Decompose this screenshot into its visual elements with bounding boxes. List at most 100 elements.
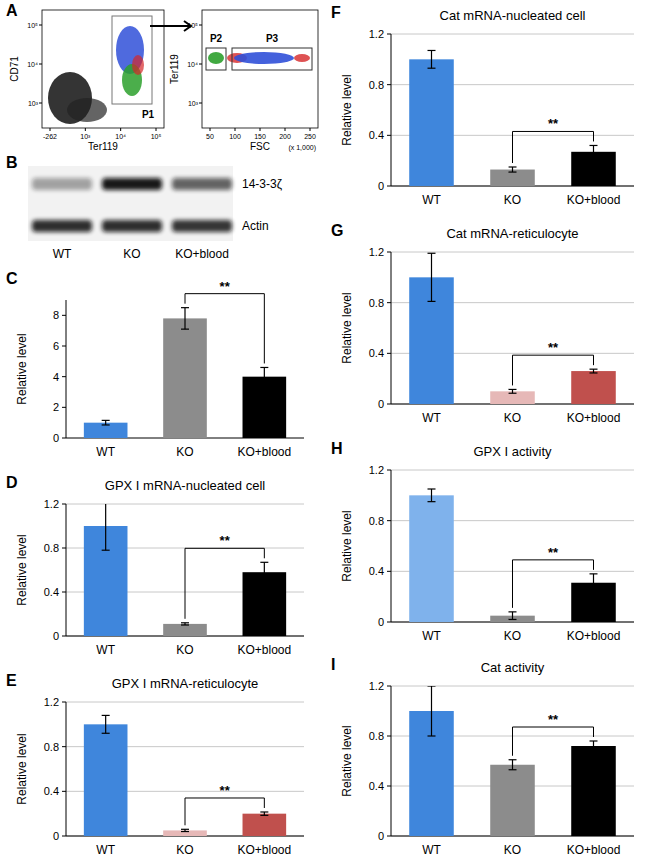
panel-label: E <box>6 672 17 689</box>
y-axis <box>391 686 392 836</box>
axis-label: Relative level <box>15 534 29 605</box>
error-stem <box>431 253 432 301</box>
tick <box>387 252 391 253</box>
tick <box>387 736 391 737</box>
tick-label: 0.8 <box>369 515 384 527</box>
error-bar <box>260 367 268 385</box>
tick-label: 0.8 <box>44 542 59 554</box>
bar <box>243 377 287 438</box>
blot-band <box>102 220 162 232</box>
axis-label: Relative level <box>15 333 29 404</box>
tick-label: 0.4 <box>369 347 384 359</box>
error-cap <box>509 619 517 620</box>
tick <box>62 438 66 439</box>
chart-title: GPX I mRNA-nucleated cell <box>105 478 266 493</box>
panel-label: F <box>331 4 341 21</box>
error-cap <box>181 329 189 330</box>
tick <box>260 128 261 131</box>
error-cap <box>509 759 517 760</box>
y-axis <box>66 702 67 836</box>
axis-unit: (x 1,000) <box>288 144 316 152</box>
error-cap <box>428 488 436 489</box>
error-bar <box>260 812 268 815</box>
tick <box>285 128 286 131</box>
tick <box>85 128 86 131</box>
error-stem <box>593 145 594 158</box>
tick <box>387 622 391 623</box>
tick-label: 200 <box>279 133 291 140</box>
error-bar <box>102 420 110 425</box>
tick-label: 0.8 <box>369 297 384 309</box>
chart-title: Cat mRNA-reticulocyte <box>446 226 578 241</box>
significance-label: ** <box>548 116 559 131</box>
tick-label: 10⁵ <box>151 133 162 140</box>
flow-plot: P2P35010015020025010³10⁴10⁵FSC(x 1,000)T… <box>169 10 318 152</box>
error-stem <box>264 562 265 582</box>
error-cap <box>590 573 598 574</box>
significance-label: ** <box>548 340 559 355</box>
flow-frame <box>42 10 164 128</box>
error-stem <box>264 367 265 385</box>
bar <box>409 59 454 186</box>
tick-label: 250 <box>304 133 316 140</box>
tick-label: 0.4 <box>369 780 384 792</box>
tick <box>387 84 391 85</box>
marks <box>409 50 616 186</box>
error-cap <box>428 735 436 736</box>
tick-label: 0 <box>378 616 384 628</box>
panel-label: C <box>6 270 18 287</box>
category-label: KO <box>504 193 521 207</box>
category-label: KO <box>176 843 193 857</box>
bar-chart: EGPX I mRNA-reticulocyteRelative level00… <box>6 672 304 857</box>
category-label: KO+blood <box>567 843 621 857</box>
error-bar <box>509 167 517 172</box>
bar-chart: GCat mRNA-reticulocyteRelative level00.4… <box>331 222 634 425</box>
tick <box>387 786 391 787</box>
bar <box>163 318 207 438</box>
error-bar <box>509 612 517 620</box>
bar-chart: CRelative level02468WTKOKO+blood** <box>6 270 304 459</box>
error-cap <box>102 715 110 716</box>
tick-label: 0 <box>378 398 384 410</box>
panel-label: I <box>331 656 335 673</box>
error-stem <box>105 715 106 733</box>
error-cap <box>428 501 436 502</box>
grid-line <box>391 252 634 253</box>
tick-label: 6 <box>53 340 59 352</box>
error-cap <box>509 389 517 390</box>
blot-band <box>172 178 232 190</box>
y-axis <box>391 34 392 186</box>
significance-bracket <box>513 355 594 385</box>
tick <box>199 25 202 26</box>
bar <box>163 830 207 836</box>
grid-line <box>391 34 634 35</box>
error-cap <box>590 740 598 741</box>
category-label: WT <box>422 843 441 857</box>
error-stem <box>593 741 594 751</box>
axis-label: CD71 <box>9 56 20 82</box>
tick-label: 100 <box>229 133 241 140</box>
bar <box>243 572 287 636</box>
tick-label: 10³ <box>188 100 199 107</box>
error-cap <box>509 166 517 167</box>
tick-label: 10³ <box>80 133 91 140</box>
category-label: KO+blood <box>567 411 621 425</box>
tick <box>235 128 236 131</box>
tick <box>387 353 391 354</box>
error-cap <box>181 624 189 625</box>
category-label: KO+blood <box>567 193 621 207</box>
significance-bracket <box>513 560 594 608</box>
tick <box>387 404 391 405</box>
error-bar <box>102 715 110 733</box>
tick <box>62 346 66 347</box>
tick-label: 150 <box>254 133 266 140</box>
bar-chart: HGPX I activityRelative level00.40.81.2W… <box>331 440 634 643</box>
error-bar <box>590 741 598 751</box>
error-cap <box>102 733 110 734</box>
tick <box>62 548 66 549</box>
arrow <box>150 21 191 31</box>
error-stem <box>593 574 594 592</box>
panel-label: B <box>6 154 18 171</box>
significance-bracket <box>185 548 264 619</box>
flow-plot: P1-26210³10⁴10⁵10³10⁴10⁵Ter119CD71 <box>9 10 164 152</box>
